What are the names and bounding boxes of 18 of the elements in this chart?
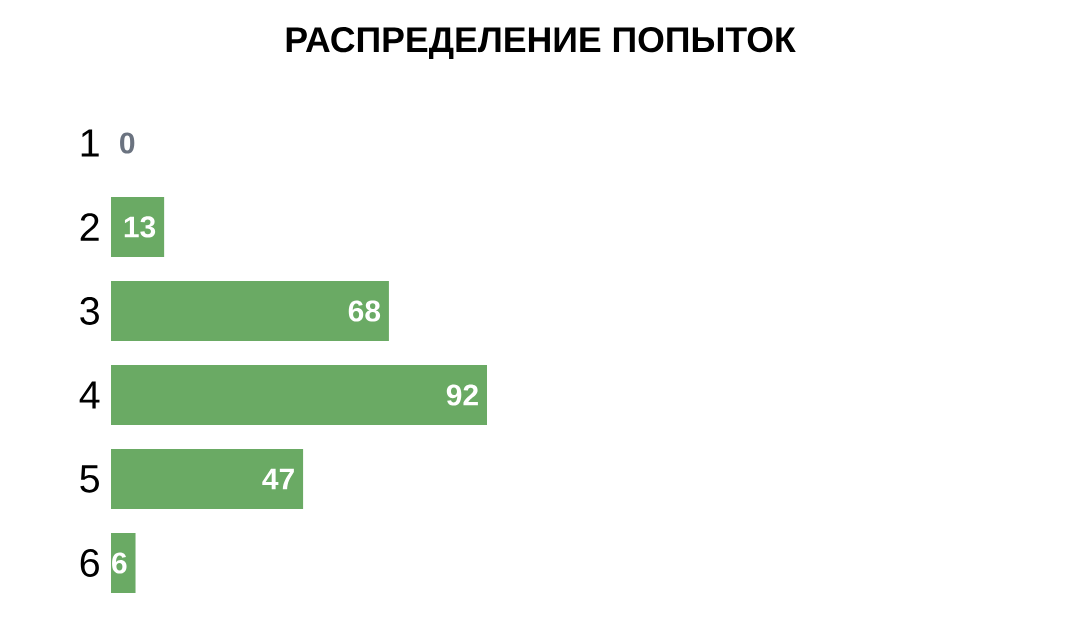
y-tick-label: 1 [81, 129, 99, 157]
y-tick-label: 5 [80, 465, 99, 493]
bar [111, 364, 487, 425]
bar [111, 448, 304, 509]
y-tick-label: 6 [80, 549, 99, 577]
data-label: 47 [262, 468, 294, 490]
data-label: 68 [348, 300, 381, 322]
y-tick-label: 3 [80, 297, 99, 325]
data-label: 92 [446, 384, 478, 406]
bar [111, 280, 389, 341]
y-tick-label: 4 [79, 381, 100, 409]
data-label: 0 [120, 132, 135, 154]
bar [111, 532, 136, 593]
data-label: 13 [124, 216, 156, 238]
chart-title: РАСПРЕДЕЛЕНИЕ ПОПЫТОК [286, 27, 796, 59]
data-label: 6 [112, 552, 127, 574]
y-tick-label: 2 [80, 213, 99, 241]
bar [111, 196, 165, 257]
